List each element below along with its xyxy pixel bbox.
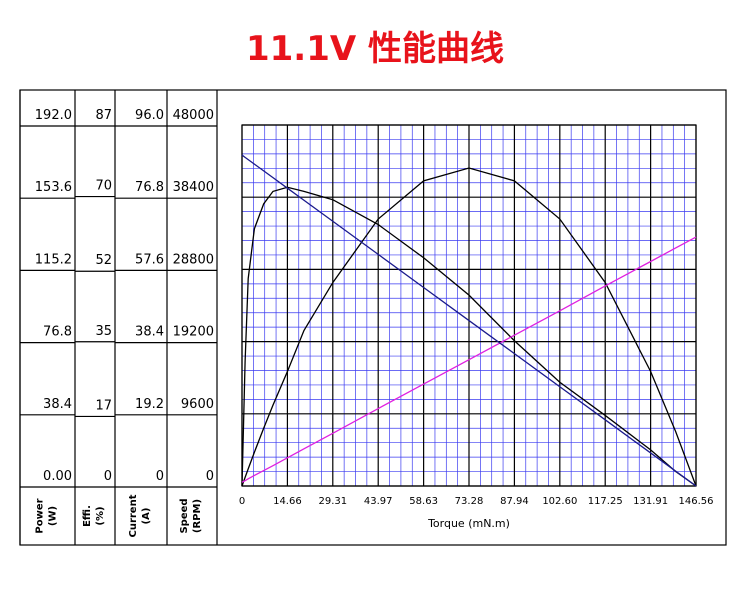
y-tick-label: 96.0 [135,108,164,123]
y-tick-label: 0 [206,469,214,484]
axis-label: Effi. [82,505,93,527]
axis-label: (A) [141,508,152,525]
axis-label: (%) [95,506,106,525]
y-tick-label: 76.8 [43,325,72,340]
x-tick-label: 29.31 [318,496,347,507]
y-tick-label: 115.2 [35,252,72,267]
y-tick-label: 38400 [173,180,214,195]
x-tick-label: 43.97 [364,496,393,507]
y-tick-label: 153.6 [35,180,72,195]
y-tick-label: 28800 [173,252,214,267]
series-line [241,167,697,487]
x-tick-label: 117.25 [588,496,623,507]
y-tick-label: 52 [95,253,112,268]
x-tick-label: 0 [239,496,245,507]
y-tick-label: 0.00 [43,469,72,484]
y-tick-label: 192.0 [35,108,72,123]
x-tick-label: 87.94 [500,496,529,507]
series-line [241,186,697,487]
x-tick-label: 58.63 [409,496,438,507]
x-tick-label: 14.66 [273,496,302,507]
x-tick-label: 102.60 [542,496,577,507]
x-tick-label: 146.56 [679,496,714,507]
y-tick-label: 17 [95,398,112,413]
axis-label: Current [128,494,139,537]
x-tick-label: 73.28 [455,496,484,507]
y-tick-label: 19.2 [135,397,164,412]
y-tick-label: 38.4 [135,325,164,340]
y-tick-label: 76.8 [135,180,164,195]
chart-title: 11.1V 性能曲线 [246,29,504,69]
plot-border [241,124,697,487]
axis-label: (RPM) [192,499,203,533]
y-tick-label: 38.4 [43,397,72,412]
axis-label: Power [35,498,46,533]
series-line [241,154,697,487]
axis-label: Speed [179,498,190,533]
y-tick-label: 57.6 [135,252,164,267]
y-tick-label: 87 [95,108,112,123]
y-tick-label: 0 [156,469,164,484]
x-tick-label: 131.91 [633,496,668,507]
series-line [241,236,697,483]
y-tick-label: 35 [95,324,112,339]
y-tick-label: 48000 [173,108,214,123]
y-tick-label: 0 [104,469,112,484]
y-tick-label: 19200 [173,325,214,340]
y-tick-label: 70 [95,179,112,194]
y-tick-label: 9600 [181,397,214,412]
x-axis-label: Torque (mN.m) [427,517,510,530]
axis-label: (W) [48,506,59,526]
